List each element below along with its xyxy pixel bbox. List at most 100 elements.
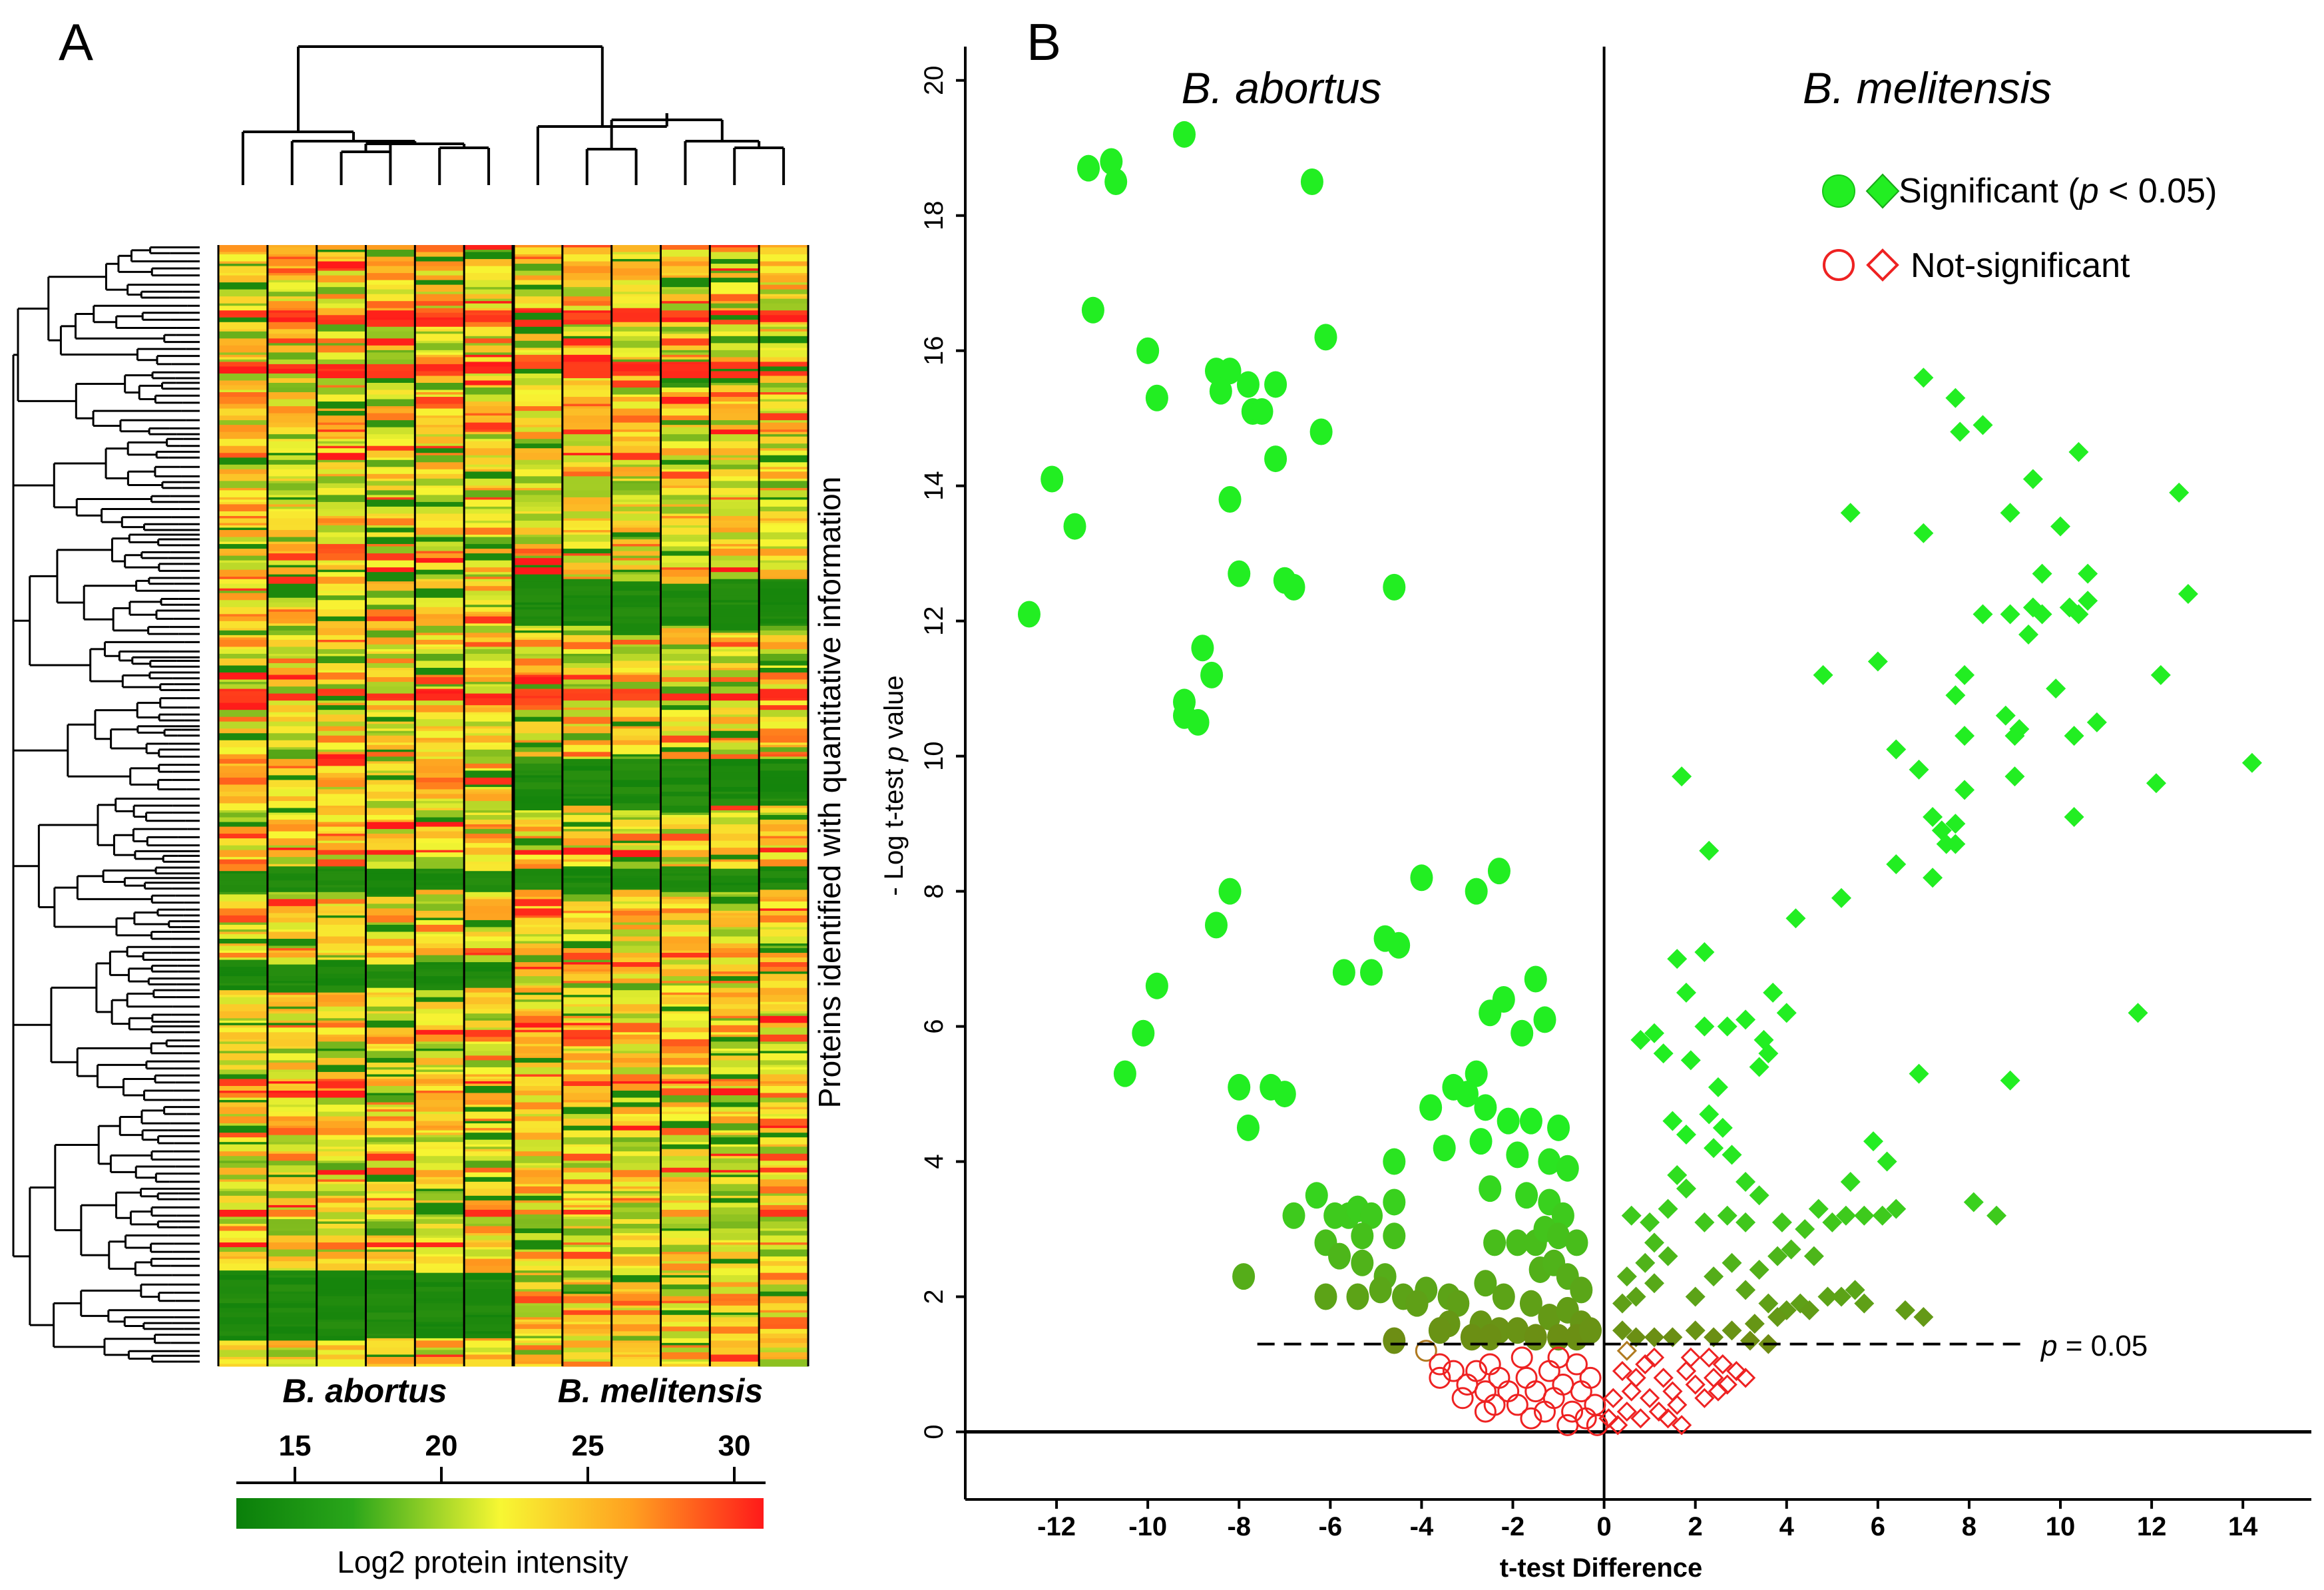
heatmap-cell: [660, 1310, 710, 1316]
heatmap-cell: [316, 1057, 367, 1066]
heatmap-cell: [415, 901, 465, 904]
heatmap-cell: [415, 1100, 465, 1108]
heatmap-cell: [710, 635, 760, 638]
heatmap-cell: [218, 457, 268, 465]
heatmap-cell: [513, 530, 563, 535]
heatmap-cell: [759, 422, 809, 430]
heatmap-cell: [660, 761, 710, 764]
heatmap-cell: [415, 331, 465, 334]
data-point-abortus-not-significant: [1456, 1373, 1479, 1396]
heatmap-cell: [218, 665, 268, 673]
heatmap-cell: [611, 1266, 662, 1269]
data-point-melitensis-significant: [1672, 766, 1692, 787]
heatmap-cell: [267, 969, 318, 977]
data-point-abortus-significant: [1328, 1242, 1351, 1270]
heatmap-cell: [267, 1204, 318, 1208]
heatmap-cell: [562, 686, 612, 690]
heatmap-cell: [710, 287, 760, 295]
heatmap-cell: [759, 721, 809, 729]
legend-significant-p: p: [2078, 172, 2099, 210]
data-point-melitensis-significant: [1704, 1327, 1724, 1348]
heatmap-cell: [562, 527, 612, 531]
heatmap-cell: [415, 1177, 465, 1180]
heatmap-cell: [710, 649, 760, 653]
heatmap-cell: [611, 901, 662, 904]
heatmap-cell: [464, 487, 514, 491]
heatmap-cell: [710, 476, 760, 481]
heatmap-cell: [660, 1238, 710, 1241]
heatmap-cell: [759, 577, 809, 580]
y-tick-label: 14: [919, 471, 949, 501]
heatmap-cell: [267, 296, 318, 300]
heatmap-cell: [513, 983, 563, 986]
heatmap-cell: [562, 1074, 612, 1082]
heatmap-cell: [759, 1347, 809, 1351]
heatmap-cell: [759, 1242, 809, 1246]
heatmap-cell: [365, 532, 415, 538]
heatmap-cell: [611, 1354, 662, 1358]
heatmap-cell: [415, 394, 465, 398]
heatmap-cell: [267, 705, 318, 713]
heatmap-cell: [660, 693, 710, 701]
heatmap-cell: [267, 775, 318, 781]
heatmap-cell: [562, 511, 612, 519]
heatmap-cell: [660, 1189, 710, 1194]
heatmap-cell: [513, 1186, 563, 1194]
heatmap-cell: [267, 845, 318, 848]
heatmap-cell: [464, 600, 514, 605]
data-point-melitensis-significant: [2150, 664, 2171, 685]
heatmap-cell: [759, 1186, 809, 1194]
heatmap-cell: [415, 425, 465, 428]
heatmap-cell: [513, 1233, 563, 1241]
heatmap-cell: [415, 964, 465, 970]
heatmap-cell: [316, 1139, 367, 1147]
heatmap-cell: [562, 1051, 612, 1054]
heatmap-cell: [513, 1177, 563, 1185]
heatmap-cell: [562, 1226, 612, 1229]
heatmap-cell: [316, 1048, 367, 1051]
heatmap-cell: [710, 1312, 760, 1316]
heatmap-cell: [415, 382, 465, 391]
heatmap-cell: [611, 600, 662, 603]
heatmap-cell: [464, 744, 514, 750]
heatmap-cell: [611, 558, 662, 561]
heatmap-cell: [365, 1191, 415, 1194]
heatmap-cell: [415, 943, 465, 949]
heatmap-cell: [759, 945, 809, 949]
heatmap-cell: [267, 1144, 318, 1152]
heatmap-cell: [316, 448, 367, 453]
heatmap-cell: [660, 1177, 710, 1180]
heatmap-cell: [759, 1023, 809, 1028]
heatmap-cell: [365, 1270, 415, 1276]
heatmap-cell: [218, 415, 268, 421]
heatmap-cell: [660, 716, 710, 722]
heatmap-cell: [316, 1191, 367, 1196]
heatmap-cell: [464, 1100, 514, 1105]
heatmap-cell: [513, 924, 563, 928]
heatmap-cell: [267, 740, 318, 746]
heatmap-cell: [513, 1151, 563, 1157]
heatmap-cell: [267, 997, 318, 1003]
heatmap-cell: [710, 1294, 760, 1297]
heatmap-cell: [218, 679, 268, 682]
heatmap-cell: [759, 289, 809, 295]
heatmap-cell: [464, 878, 514, 886]
heatmap-cell: [415, 1107, 465, 1113]
heatmap-cell: [513, 1218, 563, 1224]
heatmap-cell: [611, 357, 662, 360]
heatmap-cell: [660, 1275, 710, 1278]
heatmap-cell: [660, 1027, 710, 1033]
heatmap-cell: [316, 1310, 367, 1313]
heatmap-cell: [660, 259, 710, 262]
heatmap-cell: [415, 574, 465, 580]
heatmap-cell: [365, 326, 415, 332]
heatmap-cell: [562, 1294, 612, 1297]
heatmap-cell: [611, 763, 662, 771]
heatmap-cell: [660, 876, 710, 881]
heatmap-cell: [365, 527, 415, 533]
heatmap-cell: [759, 1133, 809, 1138]
heatmap-cell: [710, 572, 760, 580]
heatmap-cell: [464, 789, 514, 792]
heatmap-cell: [611, 1023, 662, 1026]
heatmap-cell: [365, 320, 415, 328]
